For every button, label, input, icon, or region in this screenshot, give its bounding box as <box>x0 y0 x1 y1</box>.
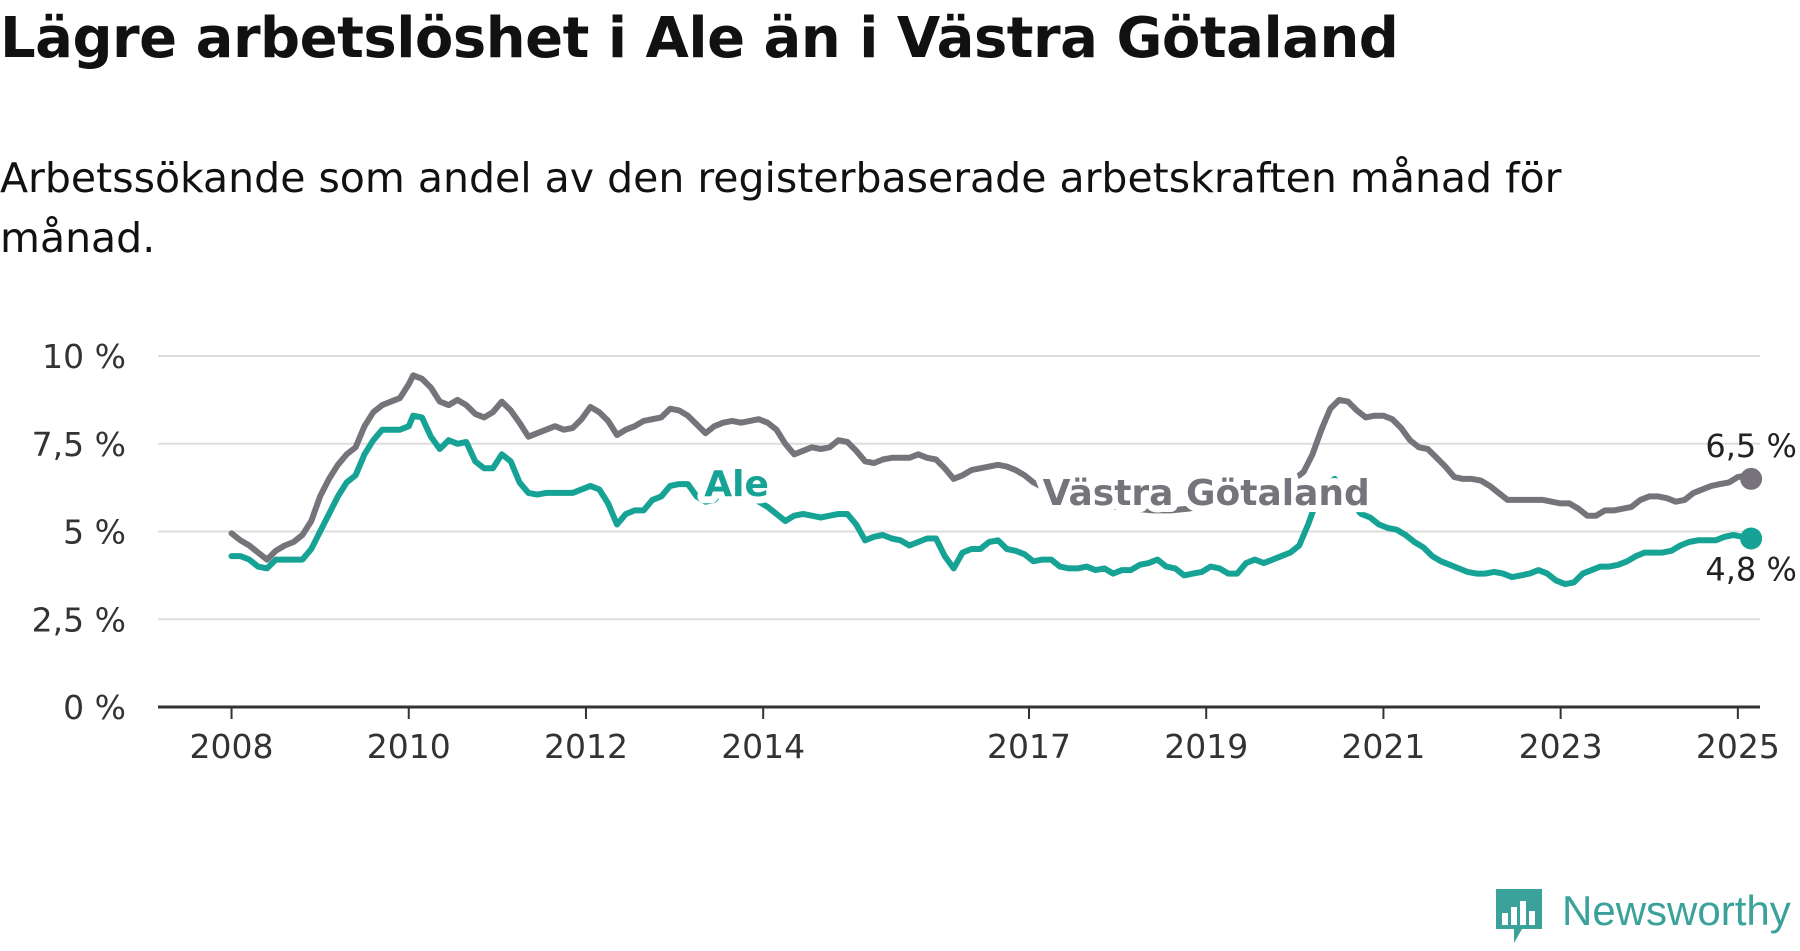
x-tick-label: 2008 <box>190 727 274 766</box>
grid-lines <box>158 355 1760 709</box>
y-tick-label: 7,5 % <box>32 425 126 464</box>
series-labels: Västra Götaland Ale 6,5 % 4,8 % <box>697 427 1797 589</box>
newsworthy-brand[interactable]: Newsworthy <box>1492 885 1792 947</box>
x-tick-label: 2010 <box>367 727 451 766</box>
end-point-v-stra-g-taland <box>1740 467 1763 490</box>
newsworthy-logo-icon <box>1496 889 1542 943</box>
series-lines <box>228 372 1763 588</box>
series-label: Västra Götaland <box>1043 473 1370 514</box>
x-tick-label: 2021 <box>1341 727 1425 766</box>
y-tick-label: 5 % <box>63 513 126 552</box>
y-tick-label: 0 % <box>63 688 126 727</box>
y-axis-ticks: 0 % 2,5 % 5 % 7,5 % 10 % <box>32 337 126 727</box>
x-tick-label: 2019 <box>1164 727 1248 766</box>
chart-title: Lägre arbetslöshet i Ale än i Västra Göt… <box>0 6 1399 71</box>
series-label: Ale <box>704 464 769 505</box>
end-point-ale <box>1740 527 1763 550</box>
x-tick-label: 2014 <box>721 727 805 766</box>
end-value-label: 6,5 % <box>1705 427 1796 465</box>
y-tick-label: 10 % <box>42 337 126 376</box>
x-axis-ticks: 2008 2010 2012 2014 2017 2019 2021 2023 2025 <box>190 707 1780 766</box>
y-tick-label: 2,5 % <box>32 600 126 639</box>
brand-name: Newsworthy <box>1562 887 1791 934</box>
x-tick-label: 2025 <box>1696 727 1780 766</box>
x-tick-label: 2017 <box>987 727 1071 766</box>
x-tick-label: 2012 <box>544 727 628 766</box>
end-value-label: 4,8 % <box>1705 551 1796 589</box>
series-line-v-stra-g-taland <box>228 372 1755 563</box>
x-tick-label: 2023 <box>1519 727 1603 766</box>
series-line-ale <box>228 412 1755 588</box>
chart-subtitle: Arbetssökande som andel av den registerb… <box>0 154 1562 262</box>
